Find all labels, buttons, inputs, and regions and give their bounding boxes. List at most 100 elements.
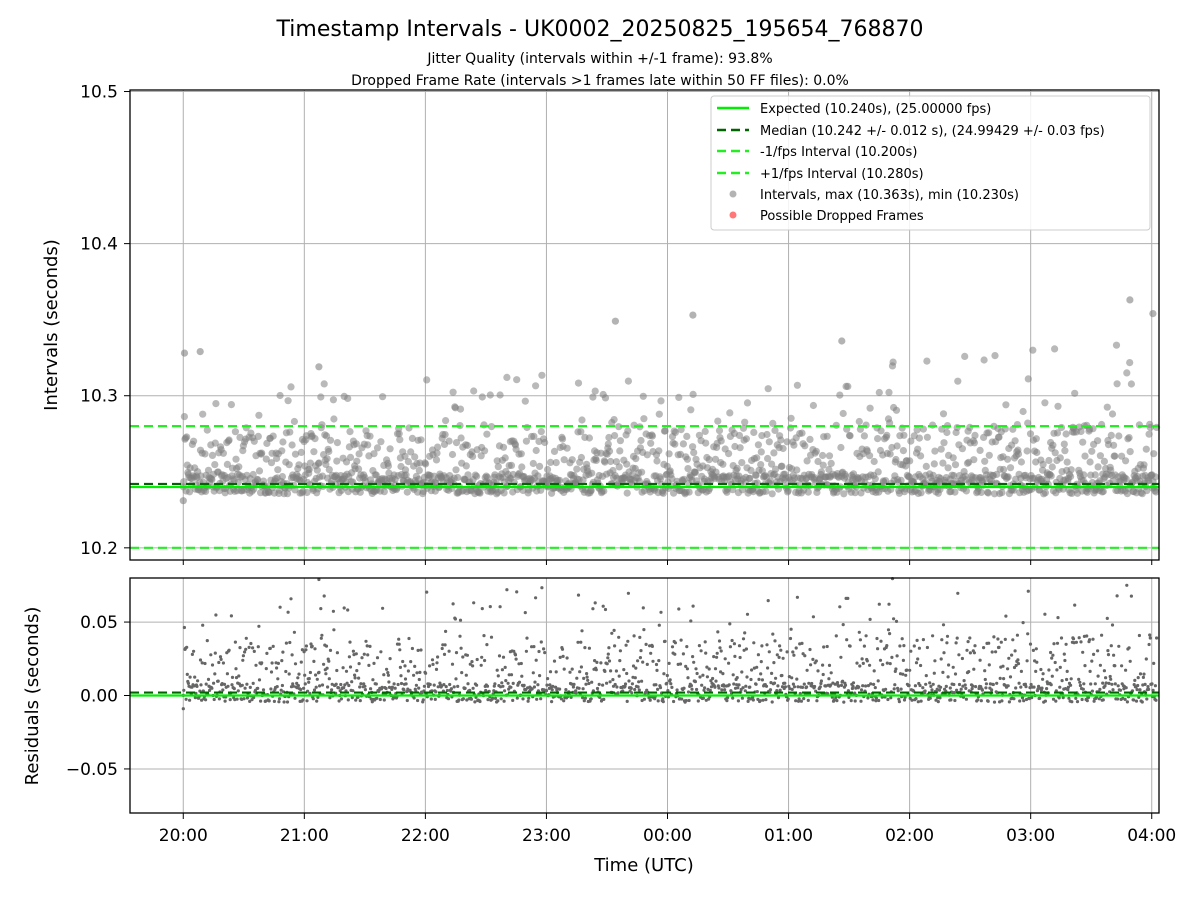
residual-point [892,617,896,621]
residual-point [716,630,720,634]
residual-point [276,661,280,666]
residual-point [692,660,696,664]
residual-point [641,606,645,610]
interval-point [1041,399,1049,407]
residual-point [543,651,547,655]
residual-point [630,682,635,686]
interval-point [1024,419,1032,427]
residual-point [238,646,242,650]
interval-point [196,348,204,356]
residual-point [382,673,386,677]
residual-point [754,682,758,686]
interval-point [286,428,294,436]
residual-point [404,682,408,686]
residual-point [412,673,416,677]
residual-point [1089,682,1093,686]
residual-point [242,697,246,701]
interval-point [333,439,341,447]
residual-point [616,691,620,695]
interval-point [373,444,382,452]
residual-point [493,696,498,701]
residual-point [371,678,375,682]
intervals-y-tick-label: 10.2 [80,539,118,559]
residual-point [312,688,317,692]
residual-point [999,640,1003,644]
residual-point [1082,682,1086,686]
residual-point [821,672,825,677]
residual-point [410,646,414,651]
interval-point [1080,471,1088,479]
residual-point [705,675,710,679]
residual-point [1144,657,1148,661]
residual-point [564,688,568,692]
residual-point [1116,684,1120,688]
residual-point [924,674,928,678]
residual-point [354,698,358,702]
residual-point [613,644,617,648]
residual-point [296,676,300,680]
residual-point [471,686,475,690]
residual-point [1125,583,1129,587]
residual-point [265,651,269,656]
residual-point [281,650,285,654]
residual-point [1014,663,1018,668]
residual-point [794,699,798,703]
residual-point [633,676,637,680]
interval-point [764,454,772,463]
residual-point [193,696,197,700]
interval-point [1071,389,1079,397]
residual-point [819,679,824,683]
residual-point [855,661,859,665]
residual-point [802,682,806,686]
residual-point [591,607,595,611]
interval-point [900,431,908,439]
residual-point [350,696,354,700]
x-axis-label: Time (UTC) [593,855,694,876]
residual-point [1050,674,1054,678]
residual-point [770,700,774,704]
residual-point [857,630,861,634]
residual-point [422,684,426,688]
residual-point [732,642,737,646]
residual-point [441,643,445,647]
interval-point [917,489,925,497]
interval-point [877,427,885,435]
residual-point [226,684,230,688]
interval-point [951,488,959,496]
residual-point [936,700,940,704]
residual-point [953,698,957,703]
residual-point [665,673,669,678]
interval-point [211,461,219,469]
residual-point [347,683,351,688]
residual-point [732,682,736,686]
interval-point [587,486,595,494]
residual-point [277,700,281,704]
interval-point [605,433,613,442]
residual-point [434,667,439,672]
interval-point [923,433,932,441]
residual-point [1055,641,1060,645]
interval-point [577,428,585,436]
residual-point [888,632,892,636]
interval-point [401,452,409,460]
interval-point [939,459,947,467]
interval-point [1089,425,1097,433]
residual-point [485,684,490,688]
interval-point [411,453,419,461]
interval-point [985,451,993,459]
residual-point [730,638,734,643]
residual-point [412,696,416,700]
residual-point [461,697,465,701]
residual-point [1043,612,1047,616]
residual-point [374,682,378,686]
residual-point [617,674,621,678]
interval-point [442,417,450,425]
residual-point [802,697,806,701]
residual-point [1049,650,1053,655]
residual-point [259,699,263,703]
residual-point [632,634,636,638]
residual-point [217,697,221,701]
interval-point [683,432,691,440]
interval-point [825,452,834,460]
residual-point [768,688,773,692]
